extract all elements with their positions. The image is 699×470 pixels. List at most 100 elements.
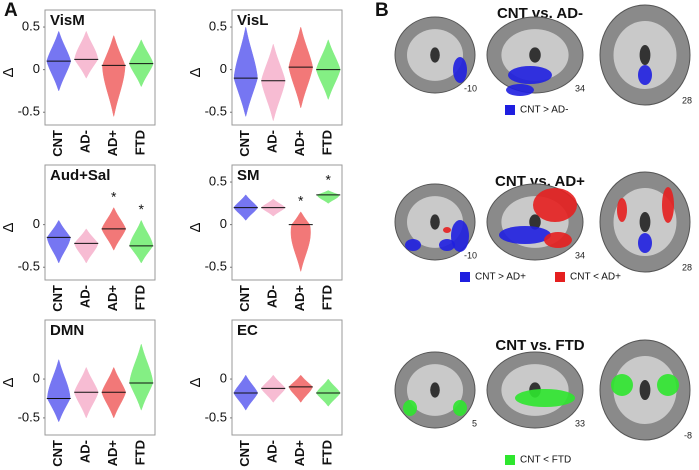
activation-blob [451, 220, 469, 252]
y-tick-label: 0 [33, 216, 40, 231]
category-label: AD+ [292, 285, 307, 312]
category-label: FTD [320, 285, 335, 310]
y-tick-label: -0.5 [205, 104, 227, 119]
category-label: CNT [237, 440, 252, 467]
slice-number: -10 [464, 250, 477, 260]
violin [288, 374, 313, 403]
legend-label: CNT > AD- [520, 105, 568, 116]
y-axis-label: Δ [0, 222, 17, 232]
category-label: AD- [265, 130, 280, 153]
ventricle [430, 214, 440, 230]
category-label: AD+ [105, 130, 120, 157]
chart-title: DMN [50, 322, 84, 339]
y-tick-label: 0 [33, 61, 40, 76]
significance-star: * [111, 188, 117, 204]
activation-blob [544, 232, 572, 248]
slice-number: 28 [682, 262, 692, 272]
y-tick-label: 0 [33, 370, 40, 385]
violin [46, 219, 71, 264]
y-tick-label: 0.5 [22, 18, 40, 33]
activation-blob [506, 84, 534, 96]
y-axis-label: Δ [187, 67, 204, 77]
activation-blob [657, 374, 679, 396]
violin [47, 358, 71, 423]
category-label: FTD [133, 440, 148, 465]
y-axis-label: Δ [187, 222, 204, 232]
activation-blob [638, 233, 652, 253]
y-tick-label: -0.5 [18, 409, 40, 424]
category-label: FTD [320, 130, 335, 155]
y-axis-label: Δ [0, 377, 17, 387]
chart-title: VisM [50, 12, 85, 29]
category-label: CNT [237, 130, 252, 157]
category-label: AD- [265, 440, 280, 463]
activation-blob [439, 239, 455, 251]
y-tick-label: -0.5 [18, 104, 40, 119]
y-tick-label: -0.5 [205, 409, 227, 424]
legend-swatch [555, 272, 565, 282]
category-label: AD+ [292, 130, 307, 157]
violin [129, 343, 154, 411]
violin [74, 30, 99, 79]
y-tick-label: 0 [220, 61, 227, 76]
chart-title: Aud+Sal [50, 167, 110, 184]
violin [290, 211, 311, 273]
activation-blob [443, 227, 451, 233]
comparison-title: CNT vs. FTD [495, 337, 584, 354]
plot-frame [231, 319, 343, 436]
category-label: AD- [78, 440, 93, 463]
category-label: CNT [237, 285, 252, 312]
category-label: AD- [78, 285, 93, 308]
ventricle [639, 380, 651, 400]
slice-number: 28 [682, 95, 692, 105]
plot-frame [44, 164, 156, 281]
slice-number: 33 [575, 418, 585, 428]
significance-star: * [298, 193, 304, 209]
significance-star: * [326, 171, 332, 187]
category-label: CNT [50, 440, 65, 467]
activation-blob [453, 57, 467, 83]
category-label: AD- [78, 130, 93, 153]
category-label: AD+ [105, 440, 120, 467]
y-tick-label: 0.5 [209, 18, 227, 33]
activation-blob [617, 198, 627, 222]
violin [261, 43, 286, 122]
chart-title: VisL [237, 12, 268, 29]
slice-number: 34 [575, 83, 585, 93]
chart-title: EC [237, 322, 258, 339]
violin [233, 26, 258, 118]
category-label: FTD [133, 130, 148, 155]
activation-blob [515, 389, 575, 407]
legend-label: CNT > AD+ [475, 272, 526, 283]
category-label: AD+ [105, 285, 120, 312]
category-label: AD- [265, 285, 280, 308]
category-label: CNT [50, 130, 65, 157]
activation-blob [638, 65, 652, 85]
slice-number: -10 [464, 83, 477, 93]
legend-swatch [505, 455, 515, 465]
legend-label: CNT < AD+ [570, 272, 621, 283]
activation-blob [405, 239, 421, 251]
activation-blob [508, 66, 552, 84]
y-tick-label: -0.5 [205, 259, 227, 274]
violin [102, 34, 126, 117]
slice-number: -8 [684, 430, 692, 440]
significance-star: * [139, 201, 145, 217]
y-tick-label: 0 [220, 216, 227, 231]
panel-label: A [4, 0, 18, 21]
ventricle [529, 47, 541, 63]
ventricle [529, 214, 541, 230]
legend-label: CNT < FTD [520, 455, 571, 466]
comparison-title: CNT vs. AD- [497, 5, 583, 22]
ventricle [639, 45, 651, 65]
slice-number: 34 [575, 250, 585, 260]
violin [129, 219, 154, 264]
y-tick-label: 0.5 [209, 173, 227, 188]
y-tick-label: 0 [220, 370, 227, 385]
ventricle [430, 47, 440, 63]
comparison-title: CNT vs. AD+ [495, 173, 585, 190]
activation-blob [403, 400, 417, 416]
plot-frame [231, 164, 343, 281]
violin [74, 228, 99, 264]
